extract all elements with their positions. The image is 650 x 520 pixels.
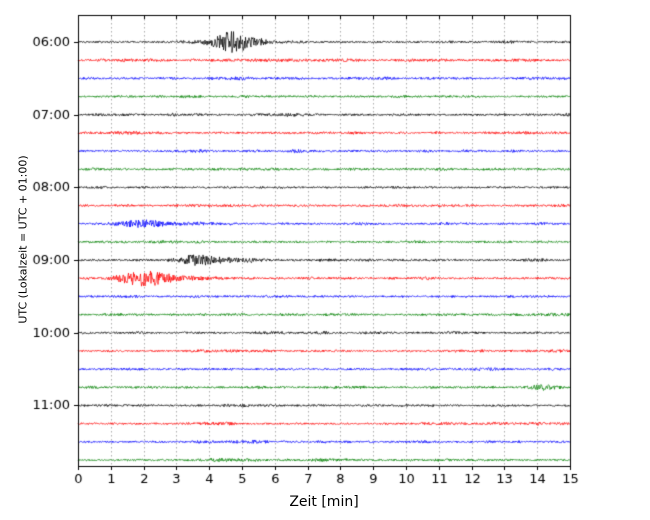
- y-axis-label: UTC (Lokalzeit = UTC + 01:00): [16, 155, 30, 324]
- x-axis-label: Zeit [min]: [289, 494, 359, 510]
